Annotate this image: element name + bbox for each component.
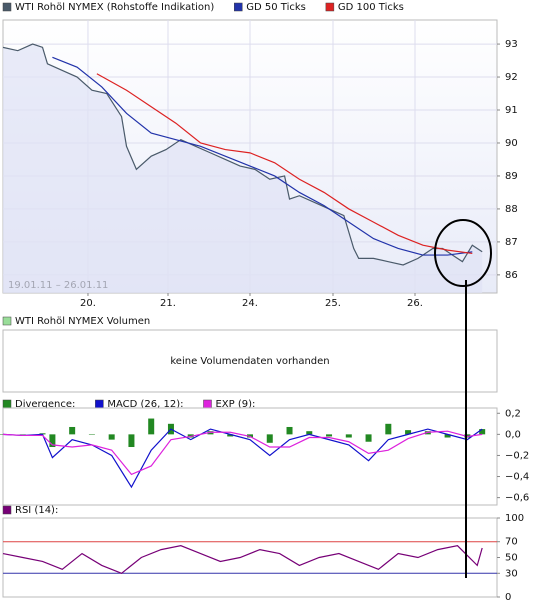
x-tick-label: 21.: [160, 298, 176, 309]
x-tick-label: 20.: [80, 298, 96, 309]
legend-swatch: [234, 2, 243, 12]
y-tick-label: 89: [505, 171, 518, 182]
y-tick-label: 0,2: [505, 408, 521, 419]
y-tick-label: −0,4: [505, 472, 529, 483]
divergence-bar: [405, 430, 412, 435]
divergence-bar: [266, 434, 273, 443]
legend-swatch: [2, 316, 12, 326]
divergence-bar: [385, 423, 392, 435]
legend-label: GD 50 Ticks: [246, 2, 306, 13]
y-tick-label: 70: [505, 537, 518, 548]
plot-frame: [2, 517, 498, 598]
divergence-bar: [345, 434, 352, 438]
x-tick-label: 25.: [325, 298, 341, 309]
x-tick-label: 26.: [407, 298, 423, 309]
series-line: [2, 43, 483, 266]
y-tick-label: 87: [505, 237, 518, 248]
divergence-bar: [444, 434, 451, 438]
legend-swatch: [203, 399, 212, 409]
legend-label: Divergence:: [15, 399, 75, 410]
series-line: [96, 73, 473, 255]
legend-label: RSI (14):: [15, 505, 58, 516]
divergence-bar: [108, 434, 115, 440]
message: keine Volumendaten vorhanden: [170, 356, 329, 367]
y-tick-label: 88: [505, 204, 518, 215]
y-tick-label: 30: [505, 568, 518, 579]
legend-swatch: [325, 2, 335, 12]
y-tick-label: −0,2: [505, 450, 529, 461]
y-tick-label: 91: [505, 105, 518, 116]
divergence-bar: [227, 434, 234, 437]
divergence-bar: [19, 434, 26, 435]
divergence-bar: [69, 426, 76, 435]
plot-frame: [2, 329, 498, 393]
legend-label: GD 100 Ticks: [338, 2, 404, 13]
divergence-bar: [128, 434, 135, 448]
annotation-circle: [434, 219, 492, 287]
y-tick-label: −0,6: [505, 493, 529, 504]
divergence-bar: [365, 434, 372, 442]
series-line: [52, 56, 473, 256]
divergence-bar: [306, 431, 313, 435]
x-tick-label: 24.: [242, 298, 258, 309]
legend-label: WTI Rohöl NYMEX Volumen: [15, 316, 150, 327]
y-tick-label: 92: [505, 72, 518, 83]
y-tick-label: 86: [505, 270, 518, 281]
divergence-bar: [286, 426, 293, 435]
y-tick-label: 90: [505, 138, 518, 149]
legend-label: EXP (9):: [215, 399, 255, 410]
legend-swatch: [2, 2, 12, 12]
series-line: [2, 430, 483, 476]
divergence-bar: [479, 429, 486, 435]
price-area: [3, 44, 483, 293]
legend-label: MACD (26, 12):: [107, 399, 183, 410]
series-line: [2, 428, 483, 489]
divergence-bar: [148, 418, 155, 435]
series-line: [2, 544, 483, 574]
plot-frame: [2, 407, 498, 506]
y-tick-label: 0: [505, 592, 511, 603]
y-tick-label: 100: [505, 513, 524, 524]
legend-swatch: [2, 399, 12, 409]
y-tick-label: 50: [505, 553, 518, 564]
y-tick-label: 93: [505, 39, 518, 50]
legend-label: WTI Rohöl NYMEX (Rohstoffe Indikation): [15, 2, 214, 13]
legend-swatch: [2, 505, 12, 515]
y-tick-label: 0,0: [505, 429, 521, 440]
divergence-bar: [326, 434, 333, 437]
divergence-bar: [49, 434, 56, 448]
divergence-bar: [88, 434, 95, 435]
legend-swatch: [95, 399, 104, 409]
